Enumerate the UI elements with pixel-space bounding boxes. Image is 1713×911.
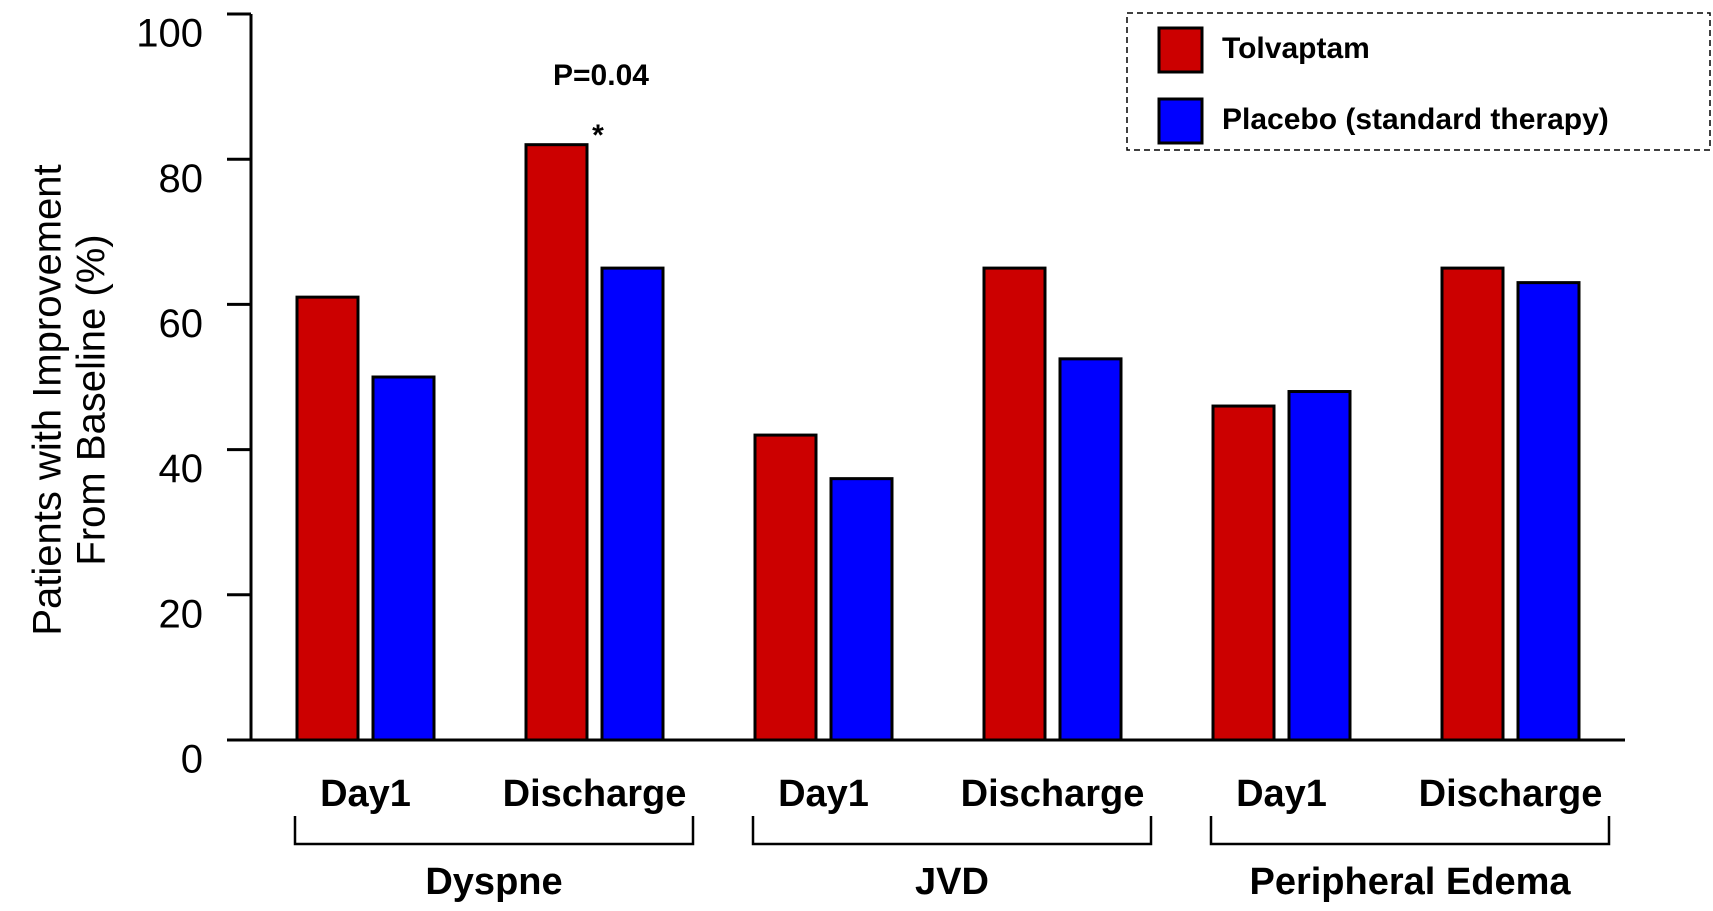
legend-label: Tolvaptam xyxy=(1222,32,1370,65)
legend-label: Placebo (standard therapy) xyxy=(1222,103,1609,136)
group-label: JVD xyxy=(915,861,989,903)
annotation: P=0.04 xyxy=(553,59,649,92)
bar xyxy=(982,266,1047,742)
bar xyxy=(1211,404,1276,742)
bar xyxy=(295,295,360,742)
group-bracket xyxy=(1209,816,1611,846)
bar xyxy=(600,266,665,742)
x-tick-label: Day1 xyxy=(778,773,869,815)
x-tick-label: Discharge xyxy=(1419,773,1603,815)
bar xyxy=(1287,390,1352,742)
legend-box xyxy=(1126,12,1711,151)
group-bracket xyxy=(751,816,1153,846)
bar xyxy=(524,143,589,742)
group-bracket xyxy=(293,816,695,846)
legend-swatch xyxy=(1157,97,1204,145)
bar xyxy=(1516,281,1581,742)
x-tick-label: Discharge xyxy=(961,773,1145,815)
annotation: * xyxy=(592,119,604,152)
bar xyxy=(753,433,818,742)
bar xyxy=(1440,266,1505,742)
y-axis-title: Patients with Improvement From Baseline … xyxy=(26,164,114,635)
group-label: Peripheral Edema xyxy=(1249,861,1571,903)
y-tick-label: 80 xyxy=(159,157,204,201)
x-tick-label: Day1 xyxy=(320,773,411,815)
group-label: Dyspne xyxy=(425,861,562,903)
y-tick-label: 20 xyxy=(159,592,204,636)
legend-swatch xyxy=(1157,26,1204,74)
bar xyxy=(829,477,894,742)
y-axis-title-line: Patients with Improvement xyxy=(26,164,70,635)
y-tick-label: 40 xyxy=(159,447,204,491)
x-tick-label: Day1 xyxy=(1236,773,1327,815)
x-tick-label: Discharge xyxy=(503,773,687,815)
bar xyxy=(371,375,436,742)
y-axis-title-line: From Baseline (%) xyxy=(70,234,114,565)
bar xyxy=(1058,357,1123,742)
y-tick-label: 100 xyxy=(136,12,203,56)
y-tick-label: 0 xyxy=(181,738,203,782)
y-tick-label: 60 xyxy=(159,302,204,346)
